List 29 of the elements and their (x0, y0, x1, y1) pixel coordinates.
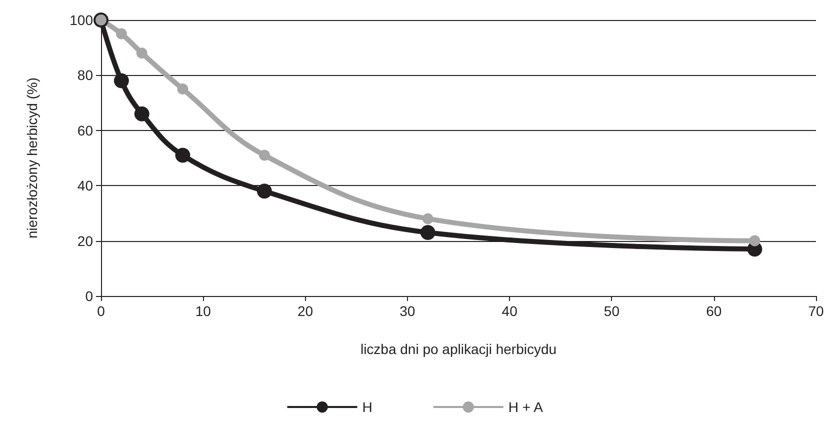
point (422, 213, 434, 224)
x-tick-label: 70 (808, 303, 824, 319)
point (177, 84, 188, 94)
y-tick-label: 60 (77, 122, 94, 138)
y-tick-label: 100 (70, 12, 94, 28)
x-tick-label: 50 (604, 303, 620, 319)
point (175, 148, 190, 163)
point (420, 225, 436, 240)
legend-label: H + A (508, 399, 544, 415)
x-tick-label: 30 (400, 303, 416, 319)
x-tick-label: 60 (706, 303, 722, 319)
x-tick-label: 40 (502, 303, 518, 319)
y-tick-label: 20 (77, 232, 94, 249)
y-tick-label: 0 (85, 288, 94, 304)
y-axis-title: nierozłożony herbicyd (%) (24, 77, 40, 239)
point (749, 235, 760, 246)
x-tick-label: 0 (97, 303, 106, 319)
x-axis-title: liczba dni po aplikacji herbicydu (360, 341, 557, 357)
legend-label: H (362, 399, 372, 415)
point (116, 28, 127, 40)
point (136, 48, 148, 59)
point (256, 184, 272, 199)
point (258, 150, 270, 161)
point (134, 106, 150, 122)
y-tick-label: 40 (77, 178, 94, 194)
x-tick-label: 20 (297, 303, 314, 319)
x-tick-label: 10 (195, 303, 212, 319)
y-tick-label: 80 (77, 67, 94, 84)
point (114, 73, 129, 88)
